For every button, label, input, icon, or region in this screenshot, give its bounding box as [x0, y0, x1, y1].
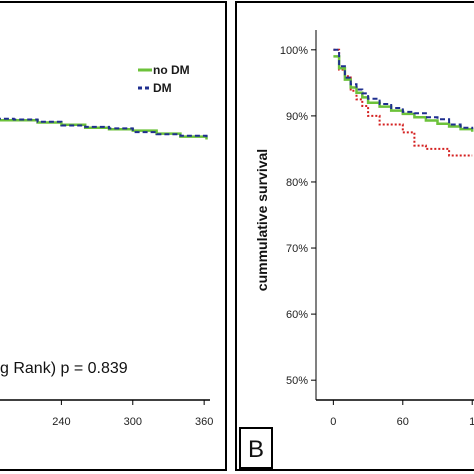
panel-b-x-tick-label: 60	[397, 416, 409, 428]
panel-b-y-ticks: 100% 90% 80% 70% 60% 50%	[280, 45, 316, 387]
panel-b-y-tick-label: 80%	[286, 177, 308, 189]
panel-a-series	[0, 117, 208, 140]
panel-a: 240 300 360 no DM DM g Rank) p = 0.839	[0, 1, 227, 471]
panel-b-y-tick-label: 50%	[286, 375, 308, 387]
panel-b-border	[235, 1, 474, 471]
p-value-annotation: g Rank) p = 0.839	[0, 360, 128, 377]
y-axis-title: cummulative survival	[254, 149, 270, 291]
panel-b-x-tick-label: 1	[469, 416, 474, 428]
panel-b-y-tick-label: 70%	[286, 243, 308, 255]
panel-b-y-tick-label: 60%	[286, 309, 308, 321]
panel-b: 100% 90% 80% 70% 60% 50% 0 60 1 cummulative sur…	[235, 1, 474, 471]
legend: no DM DM	[138, 63, 190, 95]
panel-letter: B	[248, 436, 264, 463]
panel-a-x-tick-label: 300	[124, 416, 142, 428]
panel-a-x-tick-label: 240	[52, 416, 70, 428]
panel-b-x-tick-label: 0	[330, 416, 336, 428]
series-line-dm	[333, 48, 474, 130]
legend-label-no-dm: no DM	[153, 63, 190, 77]
legend-label-dm: DM	[153, 81, 172, 95]
panel-a-x-ticks: 240 300 360	[52, 400, 213, 428]
series-line-red-dotted	[333, 48, 473, 157]
panel-letter-box	[239, 427, 273, 469]
panel-a-border	[0, 1, 227, 471]
panel-b-x-ticks: 0 60 1	[330, 400, 474, 428]
panel-b-y-tick-label: 100%	[280, 45, 308, 57]
panel-b-series	[333, 48, 474, 157]
series-line-dm	[0, 117, 208, 139]
panel-a-x-tick-label: 360	[195, 416, 213, 428]
panel-b-y-tick-label: 90%	[286, 111, 308, 123]
